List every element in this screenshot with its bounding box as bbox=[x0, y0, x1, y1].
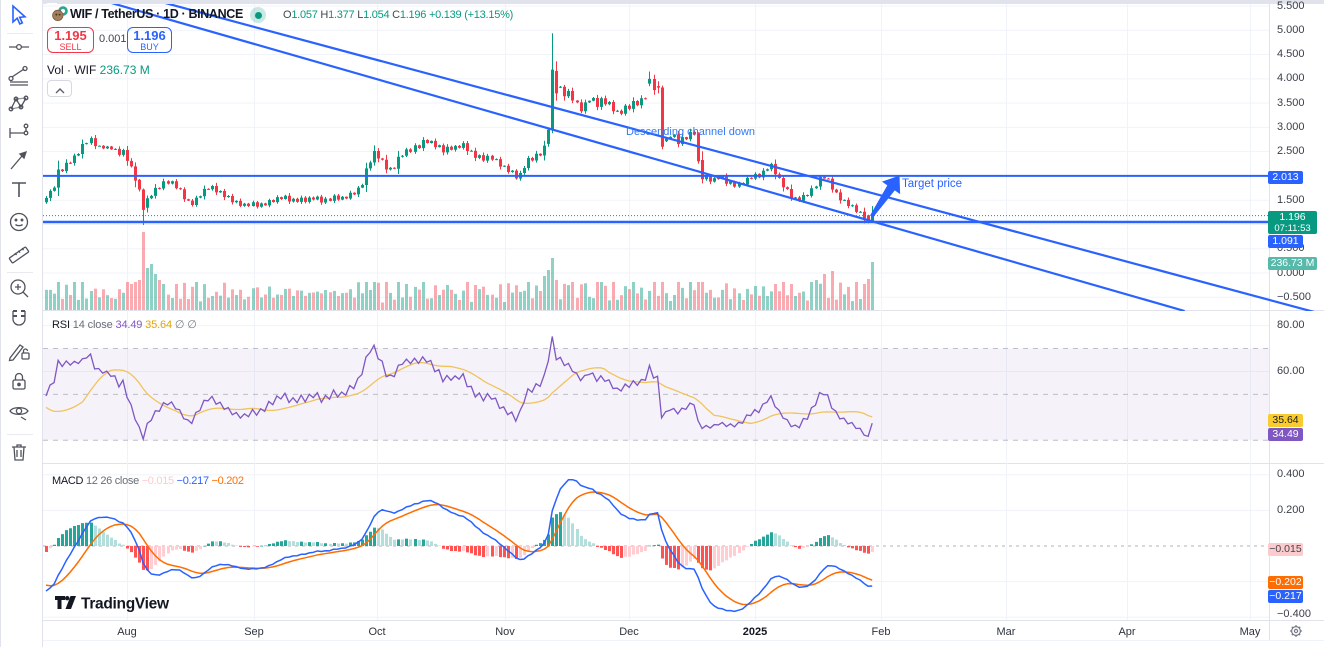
svg-text:TradingView: TradingView bbox=[81, 596, 170, 613]
